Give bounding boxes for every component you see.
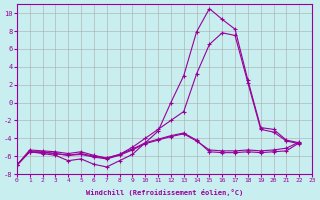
X-axis label: Windchill (Refroidissement éolien,°C): Windchill (Refroidissement éolien,°C) — [86, 189, 243, 196]
